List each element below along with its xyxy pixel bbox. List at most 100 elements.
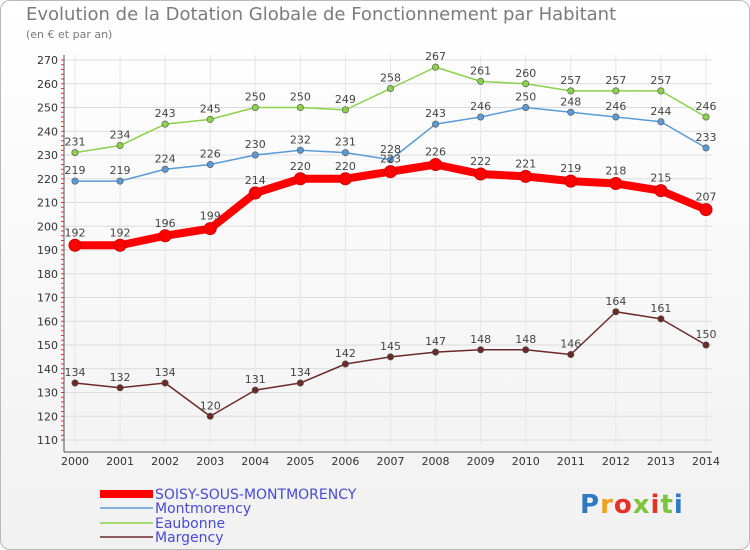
data-label: 214 <box>245 174 266 187</box>
data-point <box>612 113 620 121</box>
data-label: 142 <box>335 347 356 360</box>
y-tick-label: 120 <box>37 410 58 423</box>
data-point <box>657 118 665 126</box>
data-point <box>296 379 304 387</box>
logo-letter: P <box>580 490 601 520</box>
data-label: 134 <box>65 366 86 379</box>
data-point <box>71 177 79 185</box>
data-label: 243 <box>155 107 176 120</box>
data-label: 223 <box>380 153 401 166</box>
x-tick-label: 2001 <box>106 455 134 468</box>
data-point <box>116 177 124 185</box>
data-point <box>522 80 530 88</box>
data-point <box>702 113 710 121</box>
data-label: 207 <box>696 191 717 204</box>
y-tick-label: 210 <box>37 197 58 210</box>
data-point <box>654 184 668 198</box>
x-tick-label: 2009 <box>467 455 495 468</box>
data-label: 245 <box>200 102 221 115</box>
data-label: 226 <box>425 146 446 159</box>
data-point <box>429 158 443 171</box>
y-tick-label: 230 <box>37 149 58 162</box>
data-point <box>341 149 349 157</box>
data-label: 134 <box>290 366 311 379</box>
data-point <box>519 169 533 183</box>
data-label: 196 <box>155 217 176 230</box>
data-point <box>206 115 214 123</box>
data-point <box>702 144 710 152</box>
data-point <box>341 360 349 368</box>
data-point <box>341 106 349 114</box>
data-label: 192 <box>110 226 131 239</box>
data-label: 131 <box>245 373 266 386</box>
data-point <box>71 149 79 157</box>
data-point <box>567 350 575 358</box>
data-label: 192 <box>65 226 86 239</box>
data-point <box>206 161 214 169</box>
x-tick-label: 2004 <box>241 455 269 468</box>
data-label: 261 <box>470 64 491 77</box>
data-label: 230 <box>245 138 266 151</box>
data-label: 146 <box>560 338 581 351</box>
x-tick-label: 2013 <box>647 455 675 468</box>
data-label: 250 <box>290 91 311 104</box>
data-point <box>161 379 169 387</box>
data-label: 150 <box>696 328 717 341</box>
data-point <box>386 156 394 164</box>
data-point <box>206 412 214 420</box>
data-point <box>477 346 485 354</box>
data-point <box>158 229 172 243</box>
data-label: 258 <box>380 72 401 85</box>
data-point <box>567 87 575 95</box>
data-point <box>386 353 394 361</box>
y-tick-label: 110 <box>37 434 58 447</box>
data-point <box>203 222 217 236</box>
y-tick-label: 150 <box>37 339 58 352</box>
data-point <box>386 85 394 93</box>
data-label: 218 <box>605 165 626 178</box>
data-label: 246 <box>470 100 491 113</box>
data-point <box>432 120 440 128</box>
data-point <box>161 120 169 128</box>
data-point <box>657 87 665 95</box>
x-tick-label: 2014 <box>692 455 720 468</box>
data-label: 219 <box>65 164 86 177</box>
chart-subtitle: (en € et par an) <box>26 28 113 41</box>
data-label: 161 <box>650 302 671 315</box>
data-point <box>161 165 169 173</box>
data-label: 199 <box>200 210 221 223</box>
data-label: 260 <box>515 67 536 80</box>
data-point <box>477 113 485 121</box>
data-point <box>251 104 259 112</box>
data-label: 257 <box>605 74 626 87</box>
data-label: 222 <box>470 155 491 168</box>
data-label: 220 <box>290 160 311 173</box>
logo-letter: t <box>660 490 674 520</box>
data-point <box>522 104 530 112</box>
data-label: 257 <box>650 74 671 87</box>
x-tick-label: 2003 <box>196 455 224 468</box>
data-label: 145 <box>380 340 401 353</box>
data-point <box>68 238 82 252</box>
data-label: 219 <box>110 164 131 177</box>
y-tick-label: 170 <box>37 292 58 305</box>
data-label: 267 <box>425 50 446 63</box>
x-tick-label: 2012 <box>602 455 630 468</box>
data-label: 233 <box>696 131 717 144</box>
data-point <box>116 142 124 150</box>
data-point <box>296 104 304 112</box>
legend-label: Eaubonne <box>155 516 225 532</box>
data-label: 219 <box>560 162 581 175</box>
logo-letter: x <box>632 490 651 520</box>
data-point <box>702 341 710 349</box>
data-point <box>522 346 530 354</box>
data-label: 248 <box>560 95 581 108</box>
chart-title: Evolution de la Dotation Globale de Fonc… <box>26 4 617 25</box>
y-tick-label: 160 <box>37 315 58 328</box>
x-tick-label: 2008 <box>422 455 450 468</box>
data-label: 249 <box>335 93 356 106</box>
data-point <box>296 146 304 154</box>
logo-letter: i <box>673 490 684 520</box>
logo-letter: r <box>600 490 614 520</box>
